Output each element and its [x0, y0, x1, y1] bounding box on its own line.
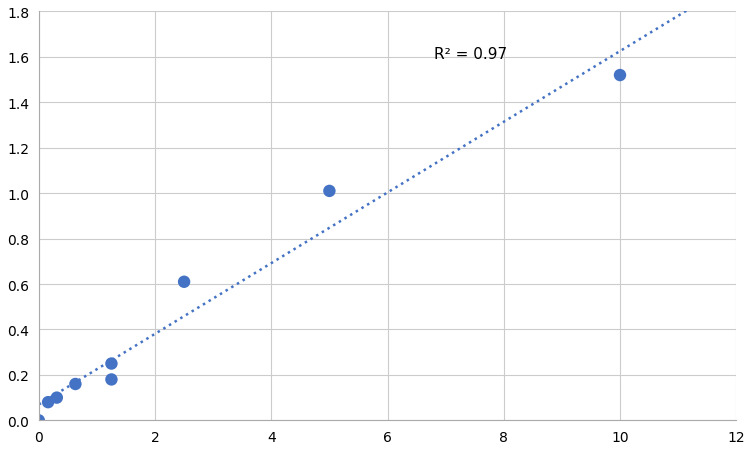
Point	[51, 394, 63, 401]
Point	[323, 188, 335, 195]
Text: R² = 0.97: R² = 0.97	[434, 46, 507, 61]
Point	[178, 279, 190, 286]
Point	[614, 72, 626, 79]
Point	[105, 376, 117, 383]
Point	[33, 417, 45, 424]
Point	[105, 360, 117, 368]
Point	[42, 399, 54, 406]
Point	[69, 381, 81, 388]
